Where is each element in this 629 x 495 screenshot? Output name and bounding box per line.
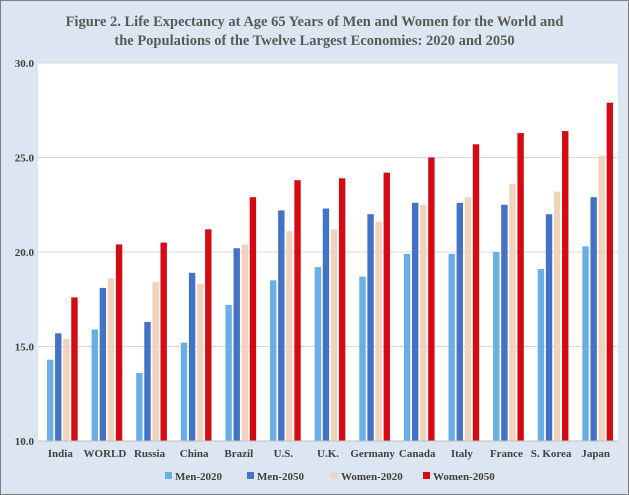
bar-women-2020 (241, 244, 249, 441)
legend-swatch (247, 472, 254, 479)
y-axis-ticks: 10.0 15.0 20.0 25.0 30.0 (15, 58, 35, 448)
bar-men-2050 (278, 210, 285, 441)
legend-swatch (165, 472, 172, 479)
bar-men-2020 (225, 304, 232, 441)
bar-men-2020 (136, 372, 143, 441)
bar-women-2020 (197, 284, 204, 441)
bar-women-2050 (428, 157, 435, 441)
y-tick-label: 15.0 (15, 342, 35, 354)
bar-men-2050 (501, 204, 508, 441)
bar-women-2050 (294, 180, 301, 441)
y-tick-label: 25.0 (15, 153, 35, 165)
bar-men-2050 (55, 333, 62, 441)
bar-men-2020 (582, 246, 589, 441)
x-category-label: China (180, 448, 209, 460)
x-category-label: Japan (581, 448, 610, 460)
bar-women-2050 (472, 144, 480, 441)
legend-swatch (331, 472, 338, 479)
bar-women-2020 (464, 197, 472, 441)
bar-women-2020 (152, 282, 159, 441)
y-tick-label: 30.0 (15, 58, 35, 70)
bar-men-2050 (188, 272, 196, 441)
bar-men-2050 (590, 197, 597, 441)
bar-women-2020 (553, 191, 561, 441)
bar-women-2050 (71, 297, 78, 441)
bar-men-2020 (91, 329, 98, 441)
x-category-label: S. Korea (531, 448, 572, 460)
bar-men-2050 (233, 248, 240, 441)
bar-men-2050 (144, 321, 151, 441)
y-tick-label: 10.0 (15, 436, 35, 448)
x-category-label: Italy (451, 448, 474, 460)
bar-men-2020 (180, 342, 188, 441)
bar-women-2020 (330, 229, 338, 441)
bar-women-2050 (115, 244, 123, 441)
bar-women-2020 (375, 221, 382, 441)
bar-women-2020 (63, 338, 70, 441)
legend-label: Men-2020 (175, 471, 223, 483)
x-category-label: U.K. (317, 448, 339, 460)
bar-women-2020 (286, 231, 293, 441)
bar-men-2050 (367, 214, 374, 441)
bar-women-2020 (598, 155, 605, 442)
bar-men-2020 (270, 280, 277, 441)
y-tick-label: 20.0 (15, 247, 35, 259)
bar-women-2020 (107, 278, 115, 441)
bar-women-2050 (249, 197, 257, 441)
x-category-label: Russia (134, 448, 166, 460)
bar-men-2050 (411, 202, 419, 441)
x-axis-categories: India WORLD Russia China Brazil U.S. U.K. Germa… (48, 448, 610, 460)
x-category-label: U.S. (274, 448, 294, 460)
bar-men-2020 (537, 269, 545, 441)
bar-men-2020 (403, 253, 411, 441)
bar-men-2020 (493, 252, 500, 441)
x-category-label: Brazil (224, 448, 253, 460)
bar-men-2050 (322, 208, 330, 441)
chart-title-line-2: the Populations of the Twelve Largest Ec… (114, 33, 515, 49)
x-category-label: Germany (350, 448, 395, 460)
bar-men-2020 (359, 276, 366, 441)
legend-label: Women-2050 (433, 471, 495, 483)
bar-men-2050 (456, 202, 463, 441)
bar-men-2050 (545, 214, 553, 441)
x-category-label: Canada (399, 448, 436, 460)
bar-men-2020 (314, 267, 322, 441)
bar-women-2050 (562, 131, 569, 442)
bar-women-2020 (420, 204, 427, 441)
x-category-label: WORLD (84, 448, 127, 460)
bar-women-2020 (509, 183, 516, 441)
bar-men-2020 (46, 359, 54, 441)
x-category-label: France (490, 448, 523, 460)
bar-women-2050 (338, 178, 346, 442)
legend-label: Women-2020 (341, 471, 403, 483)
bar-women-2050 (606, 102, 614, 441)
legend-label: Men-2050 (257, 471, 305, 483)
bar-women-2050 (517, 132, 524, 441)
legend-swatch (423, 472, 430, 479)
legend: Men-2020 Men-2050 Women-2020 Women-2050 (165, 471, 495, 483)
x-category-label: India (48, 448, 74, 460)
bar-women-2050 (160, 242, 167, 441)
bar-men-2050 (99, 287, 107, 441)
bar-women-2050 (205, 229, 212, 441)
chart-title-line-1: Figure 2. Life Expectancy at Age 65 Year… (65, 14, 564, 30)
bar-women-2050 (383, 172, 390, 441)
bars (46, 102, 614, 442)
chart-title: Figure 2. Life Expectancy at Age 65 Year… (0, 13, 629, 51)
bar-men-2020 (448, 253, 455, 441)
